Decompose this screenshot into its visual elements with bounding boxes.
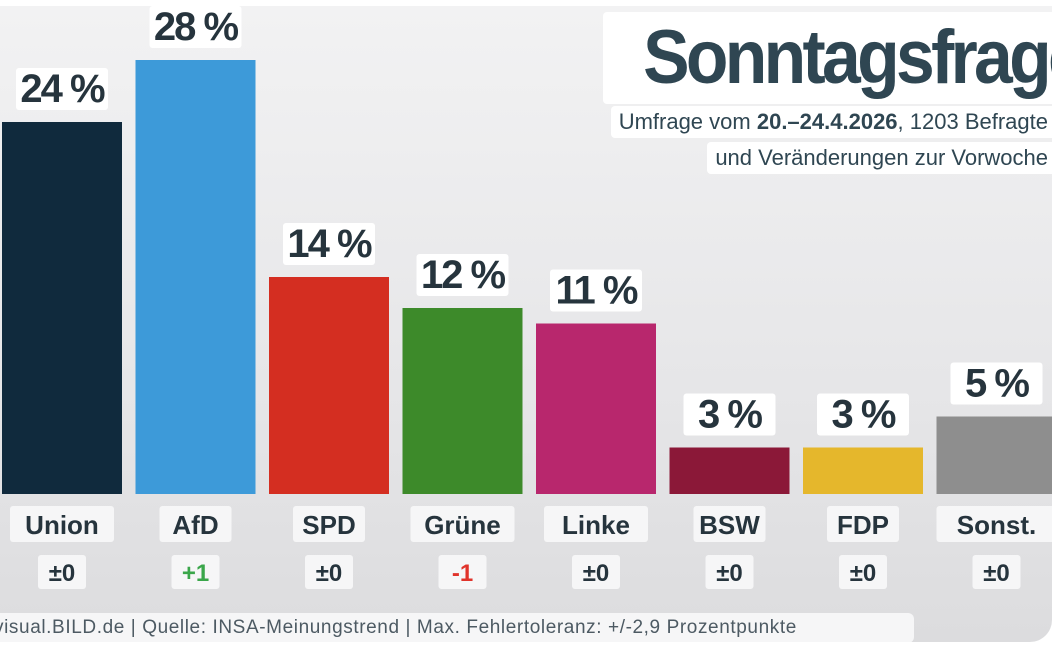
- change-badge-fdp: ±0: [850, 560, 877, 587]
- category-label-fdp: FDP: [837, 510, 889, 540]
- change-badge-bsw: ±0: [716, 560, 743, 587]
- category-label-bg-spd: [293, 506, 365, 542]
- value-label-bg-linke: [550, 269, 642, 312]
- category-label-bg-sonst: [936, 506, 1052, 542]
- value-label-bg-spd: [283, 223, 375, 265]
- source-note: visual.BILD.de | Quelle: INSA-Meinungstr…: [0, 613, 914, 642]
- category-label-sonst: Sonst.: [957, 510, 1036, 540]
- value-label-bg-gruene: [416, 254, 509, 296]
- bar-sonst: [936, 416, 1052, 494]
- value-label-spd: 14 %: [287, 222, 372, 266]
- value-label-union: 24 %: [20, 67, 105, 111]
- bar-afd: [135, 60, 256, 494]
- value-label-bg-fdp: [817, 393, 909, 436]
- value-label-bg-bsw: [683, 393, 776, 436]
- category-label-bg-afd: [159, 506, 232, 542]
- subtitle-prefix: Umfrage vom: [618, 109, 757, 134]
- change-badge-bg-bsw: [705, 555, 754, 589]
- chart-panel: 24 % Union ±0 28 % AfD +1 14 % SPD ±0 12 % Grüne -1…: [0, 6, 1052, 642]
- category-label-bg-fdp: [827, 506, 899, 542]
- change-badge-bg-spd: [305, 555, 353, 589]
- change-badge-spd: ±0: [316, 560, 343, 587]
- category-label-gruene: Grüne: [424, 510, 501, 540]
- change-badge-linke: ±0: [583, 560, 610, 587]
- change-badge-bg-fdp: [839, 555, 887, 589]
- bar-union: [2, 122, 122, 494]
- category-label-bg-union: [10, 506, 114, 542]
- bar-linke: [536, 323, 656, 494]
- value-label-bsw: 3 %: [698, 393, 762, 437]
- change-badge-sonst: ±0: [983, 560, 1010, 587]
- value-label-fdp: 3 %: [832, 393, 896, 437]
- change-badge-bg-afd: [171, 555, 220, 589]
- change-badge-bg-gruene: [438, 555, 487, 589]
- subtitle-suffix: , 1203 Befragte: [897, 109, 1048, 134]
- value-label-bg-afd: [149, 6, 242, 48]
- category-label-linke: Linke: [562, 510, 630, 540]
- value-label-afd: 28 %: [154, 6, 239, 49]
- bar-spd: [269, 277, 389, 494]
- change-badge-bg-linke: [572, 555, 620, 589]
- bar-gruene: [402, 308, 523, 494]
- category-label-spd: SPD: [302, 510, 355, 540]
- value-label-sonst: 5 %: [965, 362, 1029, 406]
- category-label-bg-bsw: [693, 506, 766, 542]
- change-badge-afd: +1: [182, 560, 209, 587]
- subtitle-date: 20.–24.4.2026: [756, 109, 898, 134]
- chart-subtitle-line1: Umfrage vom 20.–24.4.2026, 1203 Befragte: [610, 106, 1052, 138]
- category-label-bsw: BSW: [699, 510, 760, 540]
- bar-fdp: [803, 447, 923, 494]
- category-label-bg-gruene: [410, 506, 515, 542]
- category-label-bg-linke: [544, 506, 648, 542]
- bar-chart: 24 % Union ±0 28 % AfD +1 14 % SPD ±0 12 % Grüne -1…: [2, 6, 1052, 589]
- value-label-bg-union: [16, 68, 108, 110]
- change-badge-bg-sonst: [972, 555, 1021, 589]
- category-label-afd: AfD: [172, 510, 218, 540]
- bar-bsw: [669, 447, 790, 494]
- category-label-union: Union: [25, 510, 99, 540]
- chart-subtitle-line2: und Veränderungen zur Vorwoche: [707, 142, 1052, 174]
- change-badge-bg-union: [38, 555, 86, 589]
- chart-title-text: Sonntagsfrage: [643, 15, 1052, 100]
- chart-title: Sonntagsfrage: [603, 12, 1052, 104]
- value-label-gruene: 12 %: [421, 253, 506, 297]
- value-label-bg-sonst: [950, 362, 1043, 405]
- change-badge-union: ±0: [49, 560, 76, 587]
- value-label-linke: 11 %: [556, 269, 638, 313]
- change-badge-gruene: -1: [452, 560, 473, 587]
